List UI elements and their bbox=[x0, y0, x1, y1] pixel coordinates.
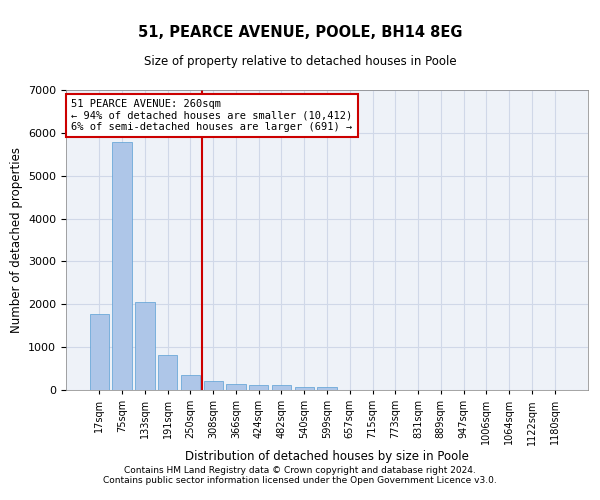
Text: 51, PEARCE AVENUE, POOLE, BH14 8EG: 51, PEARCE AVENUE, POOLE, BH14 8EG bbox=[138, 25, 462, 40]
Text: Size of property relative to detached houses in Poole: Size of property relative to detached ho… bbox=[143, 55, 457, 68]
Bar bbox=[203, 382, 223, 390]
Bar bbox=[135, 302, 155, 390]
Bar bbox=[90, 314, 109, 390]
Bar bbox=[249, 386, 268, 390]
Text: Contains HM Land Registry data © Crown copyright and database right 2024.
Contai: Contains HM Land Registry data © Crown c… bbox=[103, 466, 497, 485]
Text: 51 PEARCE AVENUE: 260sqm
← 94% of detached houses are smaller (10,412)
6% of sem: 51 PEARCE AVENUE: 260sqm ← 94% of detach… bbox=[71, 99, 352, 132]
Bar bbox=[158, 355, 178, 390]
X-axis label: Distribution of detached houses by size in Poole: Distribution of detached houses by size … bbox=[185, 450, 469, 463]
Y-axis label: Number of detached properties: Number of detached properties bbox=[10, 147, 23, 333]
Bar bbox=[295, 387, 314, 390]
Bar bbox=[272, 386, 291, 390]
Bar bbox=[112, 142, 132, 390]
Bar bbox=[317, 387, 337, 390]
Bar bbox=[181, 376, 200, 390]
Bar bbox=[226, 384, 245, 390]
